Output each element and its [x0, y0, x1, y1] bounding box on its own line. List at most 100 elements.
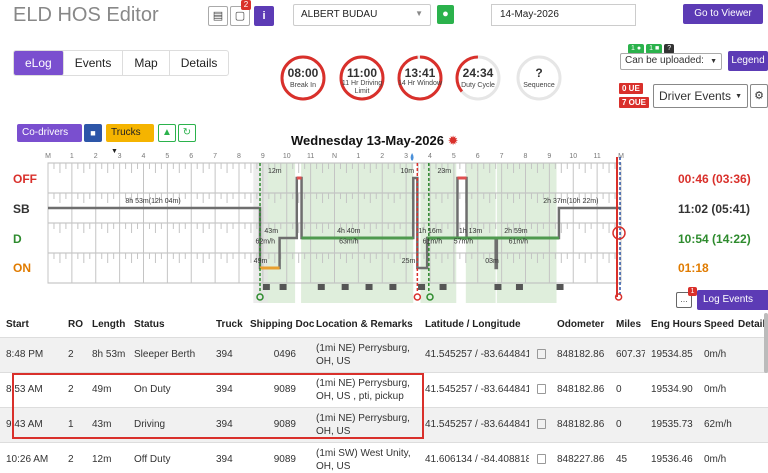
- cell-eng-hours: 19534.85: [645, 337, 698, 373]
- gauge-value: ?: [535, 66, 543, 80]
- legend-button[interactable]: Legend: [728, 51, 768, 71]
- hour-label: 11: [593, 153, 600, 160]
- window-gauge: 13:41 14 Hr Window: [397, 55, 443, 101]
- upload-select[interactable]: Can be uploaded: ▼: [620, 53, 722, 70]
- table-row[interactable]: 10:26 AM 2 12m Off Duty 394 9089 (1mi SW) West…: [0, 442, 768, 473]
- hour-label: N: [332, 153, 337, 160]
- table-scrollbar[interactable]: [764, 313, 768, 373]
- segment-label: 61m/h: [423, 239, 443, 246]
- col-miles[interactable]: Miles: [610, 313, 645, 338]
- gauge-label: 14 Hr Window: [398, 80, 442, 87]
- cell-length: 43m: [86, 407, 128, 443]
- total-off: 00:46 (03:36): [678, 172, 751, 186]
- cell-ro: 2: [62, 372, 86, 408]
- gauge-label: Sequence: [523, 82, 555, 89]
- drive-window-shade: [420, 163, 457, 303]
- cell-speed: 62m/h: [698, 407, 732, 443]
- go-to-viewer-button[interactable]: Go to Viewer: [683, 4, 763, 24]
- cell-speed: 0m/h: [698, 337, 732, 373]
- col-odometer[interactable]: Odometer: [551, 313, 610, 338]
- cell-miles: 607.37: [610, 337, 645, 373]
- cell-ro: 2: [62, 337, 86, 373]
- cell-status: Off Duty: [128, 442, 210, 473]
- cell-start: 8:53 AM: [0, 372, 62, 408]
- driver-select[interactable]: ALBERT BUDAU ▼: [293, 4, 431, 26]
- table-header-row: Start RO Length Status Truck Shipping Do…: [0, 313, 768, 338]
- col-start[interactable]: Start: [0, 313, 62, 338]
- segment-label: 61m/h: [509, 239, 529, 246]
- col-length[interactable]: Length: [86, 313, 128, 338]
- cell-details: [732, 337, 768, 373]
- trucks-button[interactable]: Trucks ▼: [106, 124, 154, 155]
- document-icon-button[interactable]: ▤: [208, 6, 228, 26]
- driver-events-label: Driver Events: [659, 89, 732, 103]
- col-status[interactable]: Status: [128, 313, 210, 338]
- driver-events-select[interactable]: Driver Events ▼: [653, 84, 748, 108]
- truck-event-icon: [317, 284, 325, 290]
- drive-window-shade: [496, 163, 557, 303]
- truck-event-icon: [389, 284, 397, 290]
- copy-icon[interactable]: [529, 407, 551, 443]
- col-details[interactable]: Details: [732, 313, 768, 338]
- table-row[interactable]: 9:43 AM 1 43m Driving 394 9089 (1mi NE) Perrys…: [0, 407, 768, 443]
- col-copy: [529, 313, 551, 338]
- tab-details[interactable]: Details: [180, 56, 218, 70]
- truck-event-icon: [556, 284, 564, 290]
- events-table: Start RO Length Status Truck Shipping Do…: [0, 313, 768, 473]
- comment-icon-button[interactable]: …: [676, 292, 692, 308]
- alert-dot-icon: ✹: [447, 133, 459, 148]
- table-row[interactable]: 8:53 AM 2 49m On Duty 394 9089 (1mi NE) Perrys…: [0, 372, 768, 408]
- cell-location: (1mi NE) Perrysburg, OH, US: [310, 407, 419, 443]
- gauge-label: 11 Hr Driving Limit: [341, 80, 383, 95]
- oue-badge[interactable]: 7 OUE: [619, 97, 650, 108]
- col-truck[interactable]: Truck: [210, 313, 244, 338]
- hos-graph[interactable]: M 1 2 3 4 5 6 7 8 9 10 11 N 1 2 3 4 5 6 7 8 9 10 11 M 12m 10m 23m 8h…: [0, 147, 768, 327]
- col-eng-hours[interactable]: Eng Hours: [645, 313, 702, 338]
- co-drivers-button[interactable]: Co-drivers ▼: [17, 124, 82, 155]
- ue-badge[interactable]: 0 UE: [619, 83, 643, 94]
- cell-length: 8h 53m: [86, 337, 128, 373]
- copy-icon[interactable]: [529, 337, 551, 373]
- segment-label: 03m: [485, 258, 499, 265]
- settings-gear-icon[interactable]: ⚙: [750, 84, 768, 108]
- table-row[interactable]: 8:48 PM 2 8h 53m Sleeper Berth 394 0496 (1mi N…: [0, 337, 768, 373]
- log-events-button[interactable]: Log Events ▲: [697, 290, 768, 325]
- col-shipping-doc[interactable]: Shipping Doc: [244, 313, 314, 338]
- drive-window-shade: [465, 163, 496, 303]
- add-event-icon-button[interactable]: ▲: [158, 124, 176, 142]
- refresh-icon-button[interactable]: ↻: [178, 124, 196, 142]
- duty-status-line: [48, 176, 621, 270]
- hour-label: 10: [283, 153, 291, 160]
- tab-events[interactable]: Events: [64, 51, 124, 75]
- log-date-heading: Wednesday 13-May-2026 ✹: [291, 133, 459, 148]
- unknown-badge: ?: [664, 44, 675, 54]
- gauge-ring: [516, 55, 562, 101]
- hour-label: 1: [70, 153, 74, 160]
- info-icon-button[interactable]: i: [254, 6, 274, 26]
- cell-truck: 394: [210, 337, 244, 373]
- date-input[interactable]: 14-May-2026: [491, 4, 636, 26]
- gauge-value: 13:41: [404, 66, 436, 80]
- truck-event-icon: [439, 284, 447, 290]
- col-location[interactable]: Location & Remarks: [310, 313, 419, 338]
- tab-elog[interactable]: eLog: [14, 51, 64, 75]
- hour-label: 3: [404, 153, 408, 160]
- truck-icon-button[interactable]: ■: [84, 124, 102, 142]
- copy-icon[interactable]: [529, 442, 551, 473]
- duty-cycle-gauge: 24:34 Duty Cycle: [455, 55, 501, 101]
- col-ro[interactable]: RO: [62, 313, 86, 338]
- violation-icon: [612, 226, 626, 240]
- col-speed[interactable]: Speed: [698, 313, 734, 338]
- notes-icon-button[interactable]: ▢: [230, 6, 250, 26]
- hour-label: 7: [500, 153, 504, 160]
- copy-icon[interactable]: [529, 372, 551, 408]
- tab-map[interactable]: Map: [123, 51, 170, 75]
- user-count-badge: 1 ●: [628, 44, 645, 54]
- total-sb: 11:02 (05:41): [678, 202, 751, 216]
- col-lat-lon[interactable]: Latitude / Longitude: [419, 313, 529, 338]
- hour-label: 4: [428, 153, 432, 160]
- chevron-down-icon: ▼: [22, 148, 29, 155]
- cell-eng-hours: 19535.73: [645, 407, 698, 443]
- hour-label: 7: [213, 153, 217, 160]
- add-driver-button[interactable]: ●: [437, 5, 454, 24]
